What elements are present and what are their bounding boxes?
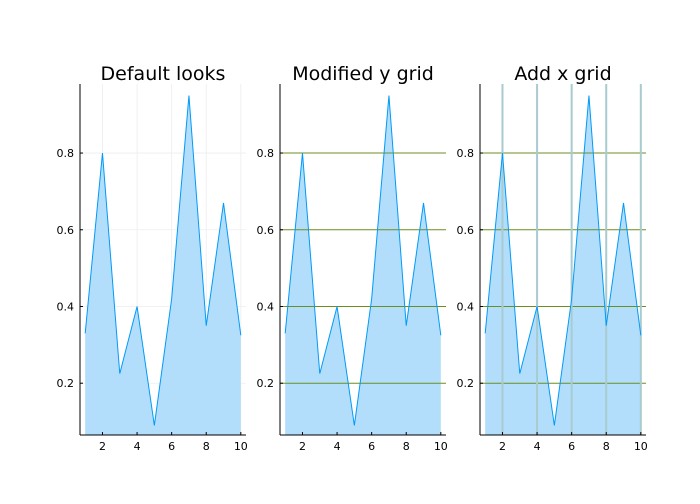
x-tick-label: 8 <box>203 440 210 453</box>
y-tick-label: 0.2 <box>57 377 75 390</box>
x-tick-label: 6 <box>168 440 175 453</box>
x-tick-label: 4 <box>334 440 341 453</box>
subplot-3: 0.2 0.4 0.6 0.8 2 4 6 8 10 Add x grid <box>457 63 648 453</box>
y-tick-label: 0.2 <box>457 377 475 390</box>
x-tick-label: 2 <box>499 440 506 453</box>
x-tick-label: 8 <box>403 440 410 453</box>
x-tick-label: 2 <box>299 440 306 453</box>
y-tick-label: 0.6 <box>257 224 275 237</box>
x-tick-label: 6 <box>568 440 575 453</box>
y-tick-label: 0.4 <box>257 300 275 313</box>
y-tick-label: 0.6 <box>57 224 75 237</box>
x-tick-label: 8 <box>603 440 610 453</box>
y-tick-label: 0.6 <box>457 224 475 237</box>
y-tick-label: 0.4 <box>457 300 475 313</box>
x-tick-label: 4 <box>134 440 141 453</box>
x-tick-label: 4 <box>534 440 541 453</box>
series-line <box>484 95 642 426</box>
y-tick-label: 0.8 <box>457 147 475 160</box>
y-tick-label: 0.2 <box>257 377 275 390</box>
subplot-title: Default looks <box>101 63 226 85</box>
subplot-2: 0.2 0.4 0.6 0.8 2 4 6 8 10 Modified y grid <box>257 63 448 453</box>
y-tick-label: 0.4 <box>57 300 75 313</box>
x-tick-label: 10 <box>234 440 248 453</box>
y-tick-label: 0.8 <box>57 147 75 160</box>
series-line <box>84 95 242 426</box>
series-line <box>284 95 442 426</box>
subplot-1: 0.2 0.4 0.6 0.8 2 4 6 8 10 Default looks <box>57 63 248 453</box>
subplot-title: Add x grid <box>514 63 611 85</box>
x-tick-label: 10 <box>634 440 648 453</box>
series-area-fill <box>85 95 241 436</box>
series-area-fill <box>485 95 641 436</box>
x-tick-label: 10 <box>434 440 448 453</box>
series-area-fill <box>285 95 441 436</box>
x-tick-label: 6 <box>368 440 375 453</box>
y-tick-label: 0.8 <box>257 147 275 160</box>
subplot-title: Modified y grid <box>292 63 434 85</box>
x-tick-label: 2 <box>99 440 106 453</box>
